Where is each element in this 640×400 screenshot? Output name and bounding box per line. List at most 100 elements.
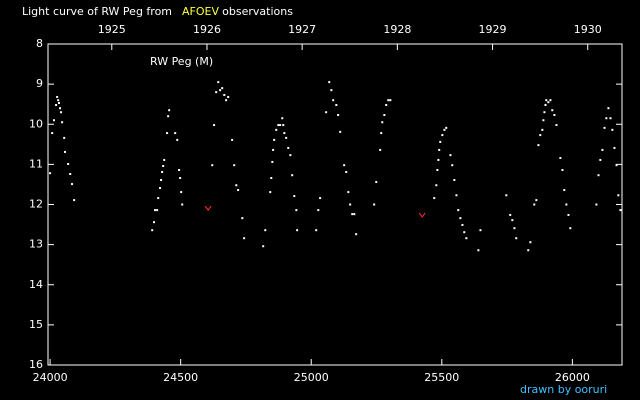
- observation: [264, 229, 267, 232]
- observation: [285, 136, 288, 139]
- observation: [67, 162, 70, 165]
- observation: [217, 81, 220, 84]
- observation: [505, 194, 508, 197]
- y-tick-label: 9: [36, 77, 43, 90]
- observation: [617, 194, 620, 197]
- observation: [515, 237, 518, 240]
- observation: [355, 233, 358, 236]
- credit: drawn by ooruri: [520, 383, 607, 396]
- observation: [325, 111, 328, 114]
- upper-limit: [418, 212, 426, 218]
- observation: [615, 164, 618, 167]
- x-tick-label: 24500: [163, 371, 198, 384]
- observation: [611, 128, 614, 131]
- x2-tick-label: 1925: [98, 23, 126, 36]
- observation: [343, 164, 346, 167]
- observation: [539, 134, 542, 137]
- observation: [379, 148, 382, 151]
- observation: [63, 136, 66, 139]
- observation: [543, 111, 546, 114]
- observation: [603, 126, 606, 129]
- observation: [439, 140, 442, 143]
- observation: [237, 189, 240, 192]
- observation: [328, 81, 331, 84]
- chart-title: Light curve of RW Peg from AFOEV observati…: [22, 5, 293, 18]
- x2-tick-label: 1928: [383, 23, 411, 36]
- observation: [459, 217, 462, 220]
- observation: [339, 130, 342, 133]
- observation: [56, 95, 59, 98]
- observation: [235, 184, 238, 187]
- observation: [381, 121, 384, 124]
- observation: [71, 183, 74, 186]
- observation: [555, 124, 558, 127]
- observation: [527, 249, 530, 252]
- observation: [383, 114, 386, 117]
- observation: [283, 132, 286, 135]
- x2-tick-label: 1930: [574, 23, 602, 36]
- y-tick-label: 16: [29, 358, 43, 371]
- observation: [373, 203, 376, 206]
- observation: [597, 174, 600, 177]
- observation: [69, 173, 72, 176]
- observation: [272, 148, 275, 151]
- observation: [389, 99, 392, 102]
- observation: [53, 119, 56, 122]
- observation: [449, 154, 452, 157]
- observation: [345, 170, 348, 173]
- observation: [511, 219, 514, 222]
- observation: [613, 146, 616, 149]
- observation: [595, 203, 598, 206]
- observation: [156, 209, 159, 212]
- observation: [63, 150, 66, 153]
- observation: [542, 119, 545, 122]
- observation: [375, 181, 378, 184]
- observation: [154, 209, 157, 212]
- observation: [167, 115, 170, 118]
- observation: [295, 209, 298, 212]
- observation: [176, 138, 179, 141]
- y-tick-label: 13: [29, 238, 43, 251]
- observation: [437, 158, 440, 161]
- observation: [463, 231, 466, 234]
- observation: [281, 117, 284, 120]
- observation: [275, 128, 278, 131]
- plot-frame: [47, 43, 623, 366]
- observation: [273, 138, 276, 141]
- observation: [166, 132, 169, 135]
- observation: [461, 223, 464, 226]
- observation: [387, 99, 390, 102]
- observation: [599, 158, 602, 161]
- observation: [219, 89, 222, 92]
- observation: [159, 187, 162, 190]
- observation: [162, 164, 165, 167]
- observation: [277, 124, 280, 127]
- observation: [435, 184, 438, 187]
- observation: [457, 209, 460, 212]
- observation: [225, 99, 228, 102]
- observation: [561, 168, 564, 171]
- observation: [535, 199, 538, 202]
- observation: [559, 156, 562, 159]
- x-tick-label: 25500: [424, 371, 459, 384]
- observation: [161, 170, 164, 173]
- observation: [609, 117, 612, 120]
- observation: [509, 213, 512, 216]
- observation: [477, 249, 480, 252]
- observation: [330, 89, 333, 92]
- observation: [565, 203, 568, 206]
- observation: [380, 132, 383, 135]
- observation: [455, 194, 458, 197]
- observation: [438, 148, 441, 151]
- title-suffix: observations: [222, 5, 293, 18]
- observation: [179, 177, 182, 180]
- observation: [553, 114, 556, 117]
- observation: [605, 117, 608, 120]
- x2-tick-label: 1926: [193, 23, 221, 36]
- observation: [270, 177, 273, 180]
- observation: [157, 197, 160, 200]
- observation: [601, 148, 604, 151]
- observation: [332, 99, 335, 102]
- observation: [57, 101, 60, 104]
- observation: [451, 164, 454, 167]
